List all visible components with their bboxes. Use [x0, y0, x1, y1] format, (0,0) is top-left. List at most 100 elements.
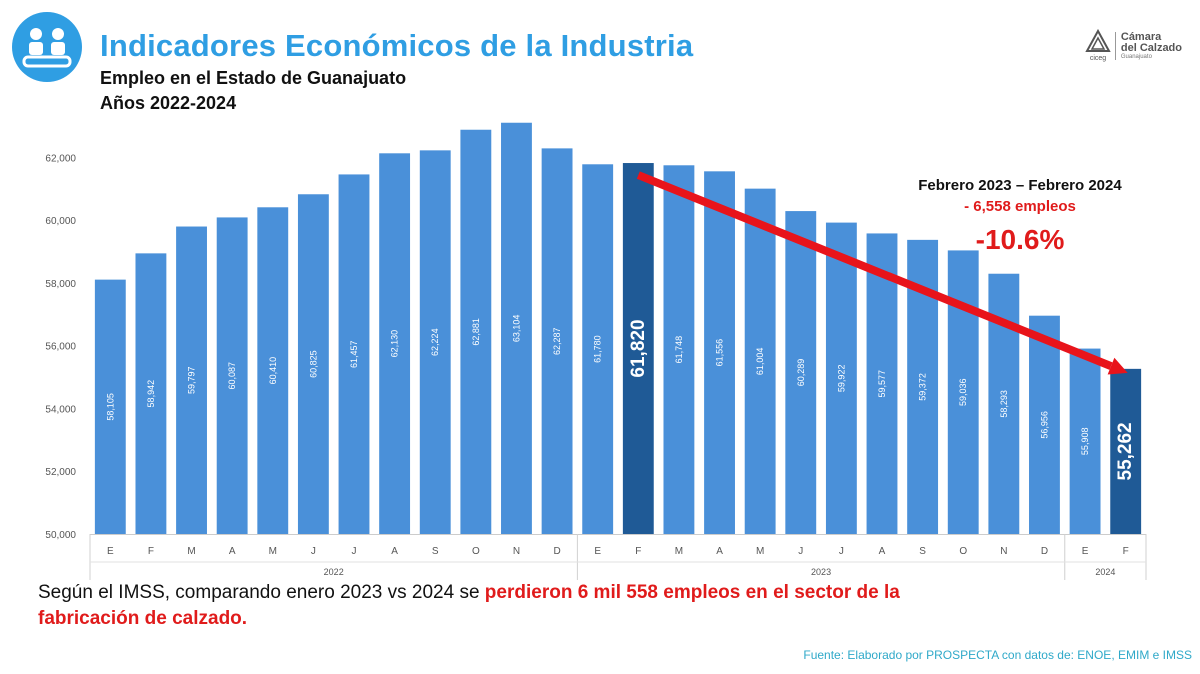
bar-value-label: 59,036 — [958, 378, 968, 406]
x-tick-label: F — [635, 546, 641, 557]
bar — [1069, 348, 1101, 534]
y-tick-label: 50,000 — [45, 530, 76, 541]
brand-name-line3: Guanajuato — [1120, 54, 1152, 60]
summary-note-text: Según el IMSS, comparando enero 2023 vs … — [38, 582, 485, 603]
trend-arrow-head — [1107, 357, 1128, 375]
y-tick-label: 54,000 — [45, 404, 76, 415]
annotation-percent: -10.6% — [975, 224, 1065, 255]
bar-value-label: 62,287 — [552, 327, 562, 355]
bar — [825, 222, 857, 534]
page-title: Indicadores Económicos de la Industria — [100, 28, 694, 63]
bar-value-label: 59,922 — [836, 365, 846, 393]
bar — [257, 207, 289, 535]
x-tick-label: S — [919, 546, 926, 557]
brand-short: ciceg — [1090, 55, 1106, 62]
bar — [744, 188, 776, 535]
bar — [94, 279, 126, 534]
x-tick-label: M — [269, 546, 277, 557]
source-note: Fuente: Elaborado por PROSPECTA con dato… — [803, 648, 1192, 662]
bar-value-label: 61,004 — [755, 348, 765, 376]
bar — [1110, 368, 1142, 534]
x-tick-label: O — [472, 546, 480, 557]
bar — [785, 211, 817, 535]
annotation-change: - 6,558 empleos — [964, 198, 1076, 215]
bar — [704, 171, 735, 534]
bar-value-label: 60,825 — [308, 350, 318, 378]
page-subtitle-years: Años 2022-2024 — [100, 93, 237, 113]
bar-value-label: 63,104 — [511, 315, 521, 343]
bar — [216, 217, 248, 534]
bar-value-label: 60,289 — [796, 359, 806, 387]
brand-name-line1: Cámara — [1120, 31, 1162, 43]
year-label: 2022 — [324, 567, 344, 577]
bar — [501, 122, 532, 535]
bar — [582, 164, 614, 534]
page-subtitle: Empleo en el Estado de Guanajuato — [100, 68, 407, 88]
bar-value-label: 59,797 — [187, 366, 197, 394]
factory-workers-icon — [22, 28, 72, 68]
x-tick-label: D — [553, 546, 560, 557]
annotation-period: Febrero 2023 – Febrero 2024 — [918, 177, 1122, 194]
bar-value-label: 61,780 — [593, 335, 603, 363]
x-tick-label: M — [675, 546, 683, 557]
x-tick-label: O — [959, 546, 967, 557]
x-tick-label: M — [756, 546, 764, 557]
bar — [460, 129, 492, 534]
bar — [419, 150, 451, 534]
bar — [297, 194, 329, 534]
x-tick-label: E — [594, 546, 601, 557]
bar-value-label: 61,457 — [349, 340, 359, 368]
bar — [541, 148, 573, 534]
brand-name-line2: del Calzado — [1120, 42, 1182, 54]
bar — [866, 233, 898, 534]
x-tick-label: E — [1082, 546, 1089, 557]
bar-value-label: 62,224 — [430, 328, 440, 356]
x-tick-label: E — [107, 546, 114, 557]
bar-value-label: 60,087 — [227, 362, 237, 390]
bar — [622, 163, 654, 534]
x-tick-label: F — [1123, 546, 1129, 557]
bar-value-label: 62,130 — [390, 330, 400, 358]
x-tick-label: J — [798, 546, 803, 557]
x-tick-label: J — [839, 546, 844, 557]
x-tick-label: A — [879, 546, 886, 557]
industry-logo — [12, 12, 82, 82]
x-tick-label: A — [229, 546, 236, 557]
bar — [176, 226, 207, 535]
x-tick-label: A — [716, 546, 723, 557]
bar-value-label: 61,748 — [674, 336, 684, 364]
bar — [338, 174, 370, 535]
bar — [947, 250, 979, 534]
bar-value-label: 61,820 — [628, 319, 649, 377]
y-tick-label: 60,000 — [45, 216, 76, 227]
bar — [379, 153, 411, 534]
x-tick-label: N — [1000, 546, 1007, 557]
x-tick-label: J — [311, 546, 316, 557]
year-label: 2023 — [811, 567, 831, 577]
year-label: 2024 — [1095, 567, 1115, 577]
bar-value-label: 59,372 — [918, 373, 928, 401]
x-tick-label: S — [432, 546, 439, 557]
x-tick-label: D — [1041, 546, 1048, 557]
y-tick-label: 52,000 — [45, 467, 76, 478]
bar-value-label: 58,105 — [105, 393, 115, 421]
bar-value-label: 55,908 — [1080, 428, 1090, 456]
bar-value-label: 60,410 — [268, 357, 278, 385]
x-tick-label: A — [391, 546, 398, 557]
bar-value-label: 55,262 — [1115, 422, 1136, 480]
bar-value-label: 56,956 — [1039, 411, 1049, 439]
y-tick-label: 62,000 — [45, 153, 76, 164]
bar-value-label: 59,577 — [877, 370, 887, 398]
x-tick-label: N — [513, 546, 520, 557]
bar-value-label: 61,556 — [715, 339, 725, 367]
bar-value-label: 58,942 — [146, 380, 156, 408]
trend-arrow-line — [636, 171, 1113, 370]
ciceg-logo-icon: ciceg — [1085, 29, 1111, 62]
summary-note: Según el IMSS, comparando enero 2023 vs … — [38, 580, 978, 632]
bar-value-label: 62,881 — [471, 318, 481, 346]
brand-logo: ciceg Cámara del Calzado Guanajuato — [1085, 26, 1182, 66]
summary-note-highlight: perdieron 6 mil 558 empleos en el sector… — [38, 582, 900, 629]
y-tick-label: 58,000 — [45, 279, 76, 290]
y-tick-label: 56,000 — [45, 342, 76, 353]
